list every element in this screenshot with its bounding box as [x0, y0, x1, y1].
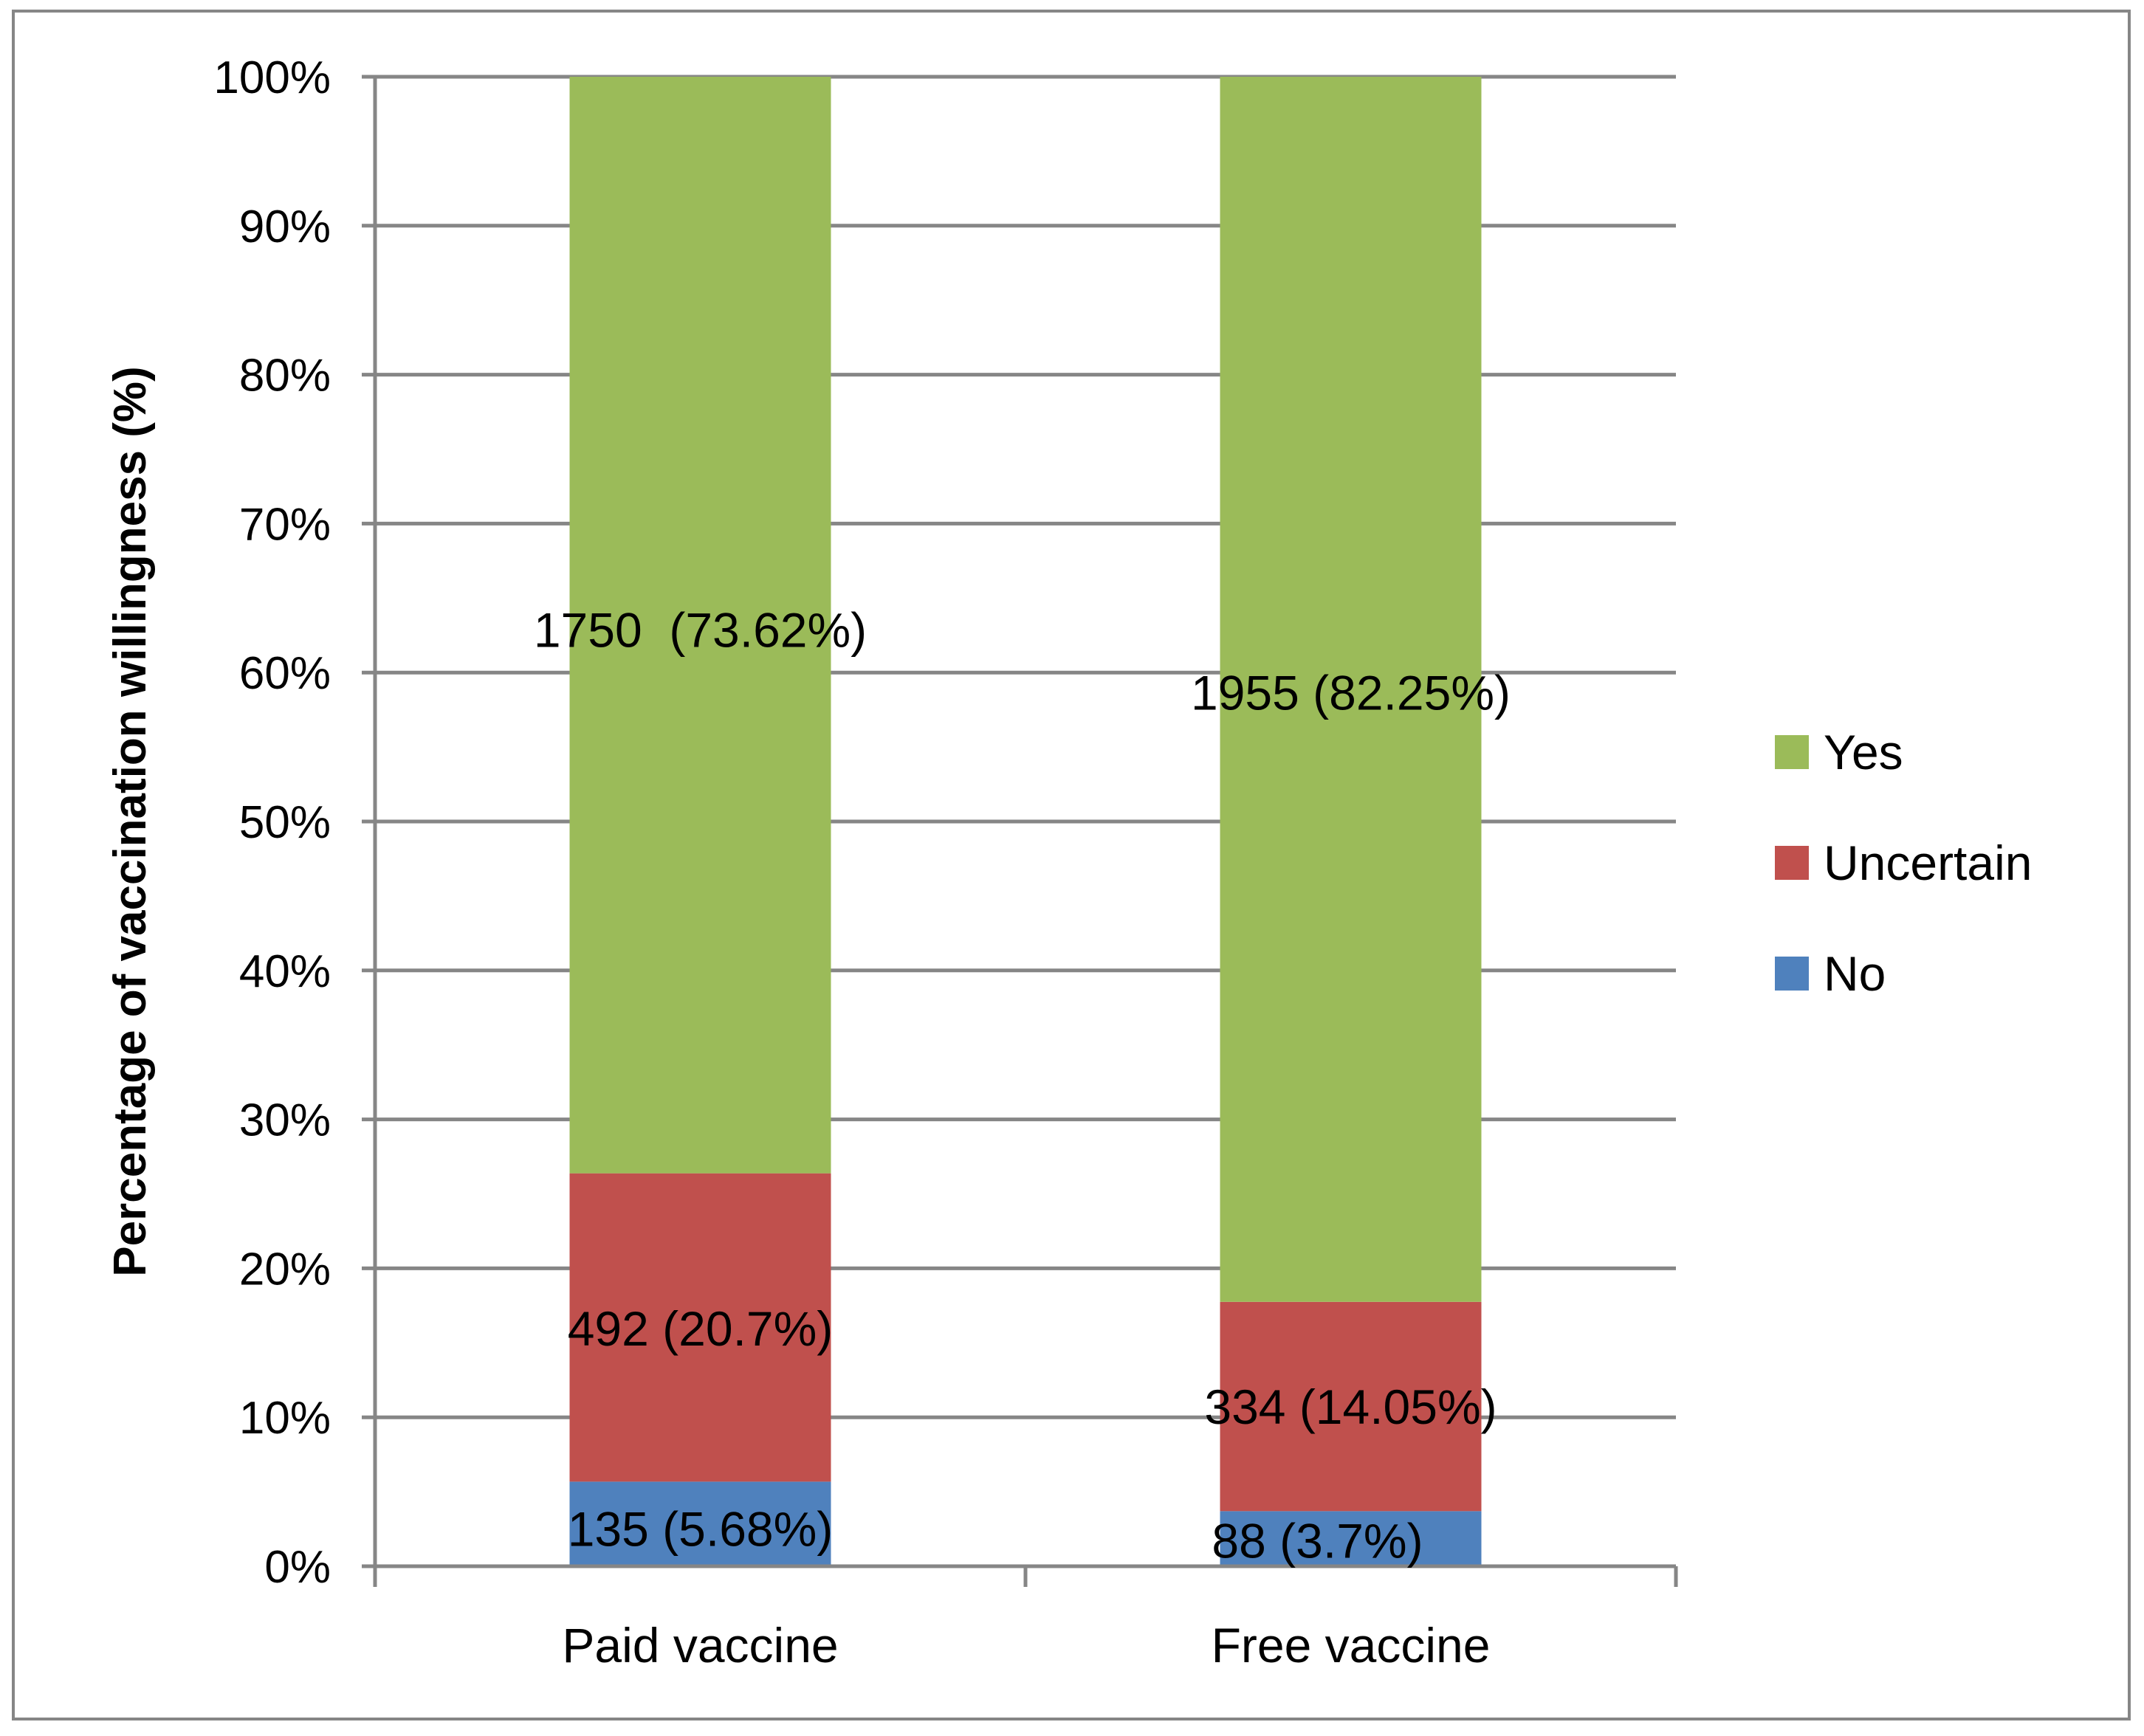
- y-tick-labels: 0% 10% 20% 30% 40% 50% 60% 70% 80% 90% 100%: [213, 52, 331, 1593]
- axes: [373, 77, 1678, 1587]
- y-tick-label-70: 70%: [239, 499, 331, 550]
- bar-uncertain-0: [569, 1173, 831, 1482]
- legend-label-yes: Yes: [1824, 725, 1903, 779]
- legend-swatch-uncertain: [1775, 846, 1809, 880]
- x-tick-label-1: Free vaccine: [1212, 1618, 1491, 1673]
- bar-no-0: [569, 1481, 831, 1566]
- y-tick-label-0: 0%: [264, 1542, 331, 1593]
- data-label-uncertain-1: 334 (14.05%): [1204, 1380, 1497, 1434]
- y-tick-label-40: 40%: [239, 946, 331, 997]
- y-tick-label-20: 20%: [239, 1244, 331, 1295]
- y-tick-label-10: 10%: [239, 1393, 331, 1444]
- data-label-yes-1: 1955 (82.25%): [1191, 665, 1511, 720]
- bar-uncertain-1: [1220, 1301, 1482, 1512]
- legend-item-yes: Yes: [1775, 725, 1903, 779]
- legend-label-uncertain: Uncertain: [1824, 836, 2032, 890]
- bar-yes-1: [1220, 77, 1482, 1302]
- data-labels: 135 (5.68%) 492 (20.7%) 1750 (73.62%) 88 (3…: [534, 603, 1511, 1568]
- legend: Yes Uncertain No: [1775, 725, 2032, 1001]
- y-tick-label-60: 60%: [239, 648, 331, 699]
- bars: [569, 77, 1482, 1566]
- data-label-uncertain-0: 492 (20.7%): [568, 1301, 834, 1356]
- legend-item-uncertain: Uncertain: [1775, 836, 2032, 890]
- y-tick-label-90: 90%: [239, 202, 331, 252]
- legend-label-no: No: [1824, 946, 1886, 1001]
- data-label-no-0: 135 (5.68%): [568, 1502, 834, 1557]
- data-label-yes-0: 1750 (73.62%): [534, 603, 867, 658]
- legend-item-no: No: [1775, 946, 1886, 1001]
- y-tick-label-50: 50%: [239, 797, 331, 848]
- legend-swatch-yes: [1775, 735, 1809, 769]
- x-tick-label-0: Paid vaccine: [562, 1618, 838, 1673]
- y-tick-label-80: 80%: [239, 351, 331, 402]
- x-tick-labels: Paid vaccine Free vaccine: [562, 1618, 1490, 1673]
- y-tick-label-30: 30%: [239, 1095, 331, 1146]
- bar-no-1: [1220, 1511, 1482, 1566]
- y-tick-label-100: 100%: [213, 52, 331, 103]
- chart-border: [12, 10, 2131, 1720]
- data-label-no-1: 88 (3.7%): [1212, 1514, 1423, 1568]
- legend-swatch-no: [1775, 957, 1809, 991]
- y-axis-title: Percentage of vaccination willingness (%…: [105, 366, 156, 1276]
- bar-yes-0: [569, 77, 831, 1174]
